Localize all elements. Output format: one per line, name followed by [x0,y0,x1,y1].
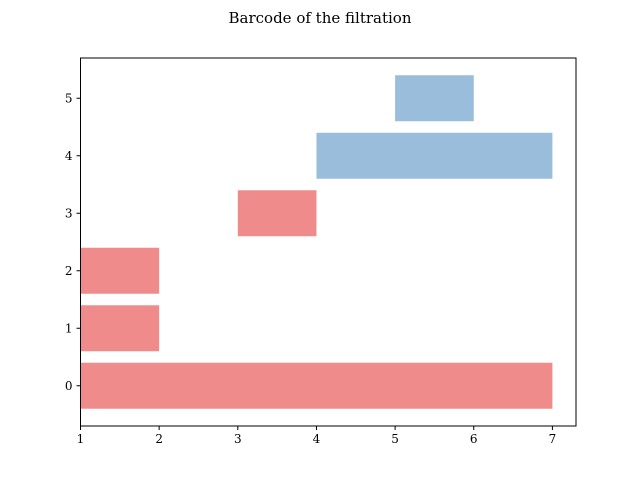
x-tick-label: 7 [549,432,557,446]
bars-layer [80,75,553,409]
x-tick-label: 2 [155,432,163,446]
y-tick-label: 2 [65,264,73,278]
barcode-bar-0 [80,362,553,409]
x-tick-label: 5 [391,432,399,446]
y-tick-label: 4 [65,149,73,163]
barcode-bar-2 [80,247,160,294]
barcode-bar-4 [316,132,553,179]
y-tick-label: 1 [65,321,73,335]
x-tick-label: 3 [234,432,242,446]
barcode-bar-1 [80,305,160,352]
x-tick-label: 6 [470,432,478,446]
y-tick-label: 3 [65,206,73,220]
y-axis: 0 1 2 3 4 5 [65,91,81,393]
y-tick-label: 5 [65,91,73,105]
plot-frame [80,57,577,427]
barcode-bar-3 [237,190,317,237]
y-tick-label: 0 [65,379,73,393]
x-axis: 1 2 3 4 5 6 7 [77,426,557,446]
barcode-bar-5 [395,75,474,122]
chart-title: Barcode of the filtration [229,9,412,27]
x-tick-label: 1 [77,432,85,446]
x-tick-label: 4 [313,432,321,446]
